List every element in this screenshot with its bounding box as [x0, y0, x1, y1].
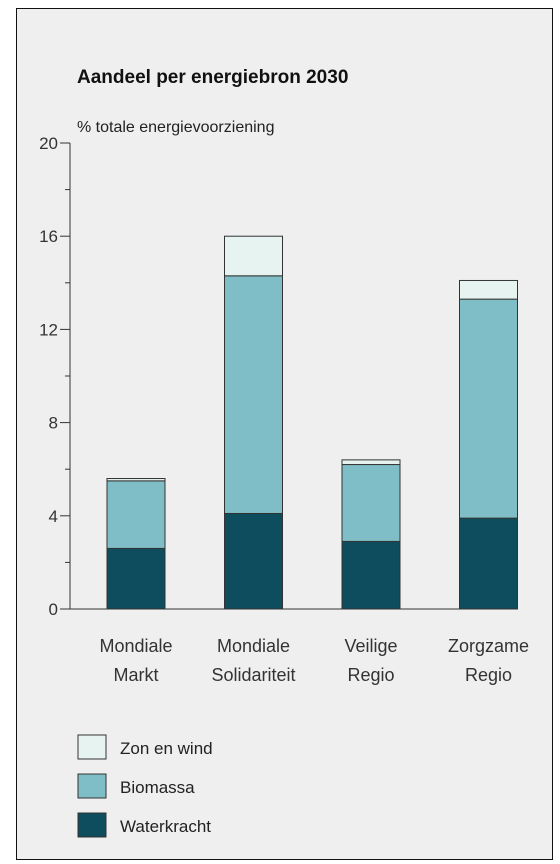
y-axis-label: % totale energievoorziening — [77, 119, 274, 136]
bar-segment — [224, 512, 283, 610]
legend-label: Zon en wind — [120, 739, 213, 758]
bar-segment — [341, 464, 401, 542]
chart-title: Aandeel per energiebron 2030 — [77, 67, 348, 88]
bar-segment — [459, 298, 518, 519]
bar-segment — [224, 275, 283, 514]
legend: Zon en wind Biomassa Waterkracht — [77, 734, 213, 838]
bar-segment — [459, 517, 518, 610]
category-label: Mondiale Solidariteit — [211, 636, 295, 685]
legend-swatch — [77, 812, 107, 838]
bar-segment — [106, 547, 166, 610]
y-tick-label: 16 — [39, 227, 58, 246]
y-tick-label: 0 — [49, 600, 58, 619]
chart-panel: Aandeel per energiebron 2030 % totale en… — [16, 8, 553, 860]
y-tick-label: 4 — [49, 507, 58, 526]
bar-segment — [224, 235, 283, 277]
bar-segment — [106, 478, 166, 482]
stacked-bar-chart: Aandeel per energiebron 2030 % totale en… — [39, 67, 529, 838]
y-tick-label: 8 — [49, 414, 58, 433]
bar-segment — [341, 540, 401, 610]
bars — [106, 235, 518, 610]
category-label: Zorgzame Regio — [448, 636, 529, 685]
bar-segment — [459, 279, 518, 300]
legend-label: Waterkracht — [120, 817, 211, 836]
bar-segment — [341, 459, 401, 466]
category-labels: Mondiale Markt Mondiale Solidariteit Veilige… — [99, 636, 529, 685]
y-tick-label: 12 — [39, 320, 58, 339]
legend-label: Biomassa — [120, 778, 195, 797]
category-label: Mondiale Markt — [99, 636, 172, 685]
y-tick-label: 20 — [39, 134, 58, 153]
legend-swatch — [77, 734, 107, 760]
bar-segment — [106, 480, 166, 549]
legend-swatch — [77, 773, 107, 799]
category-label: Veilige Regio — [344, 636, 397, 685]
